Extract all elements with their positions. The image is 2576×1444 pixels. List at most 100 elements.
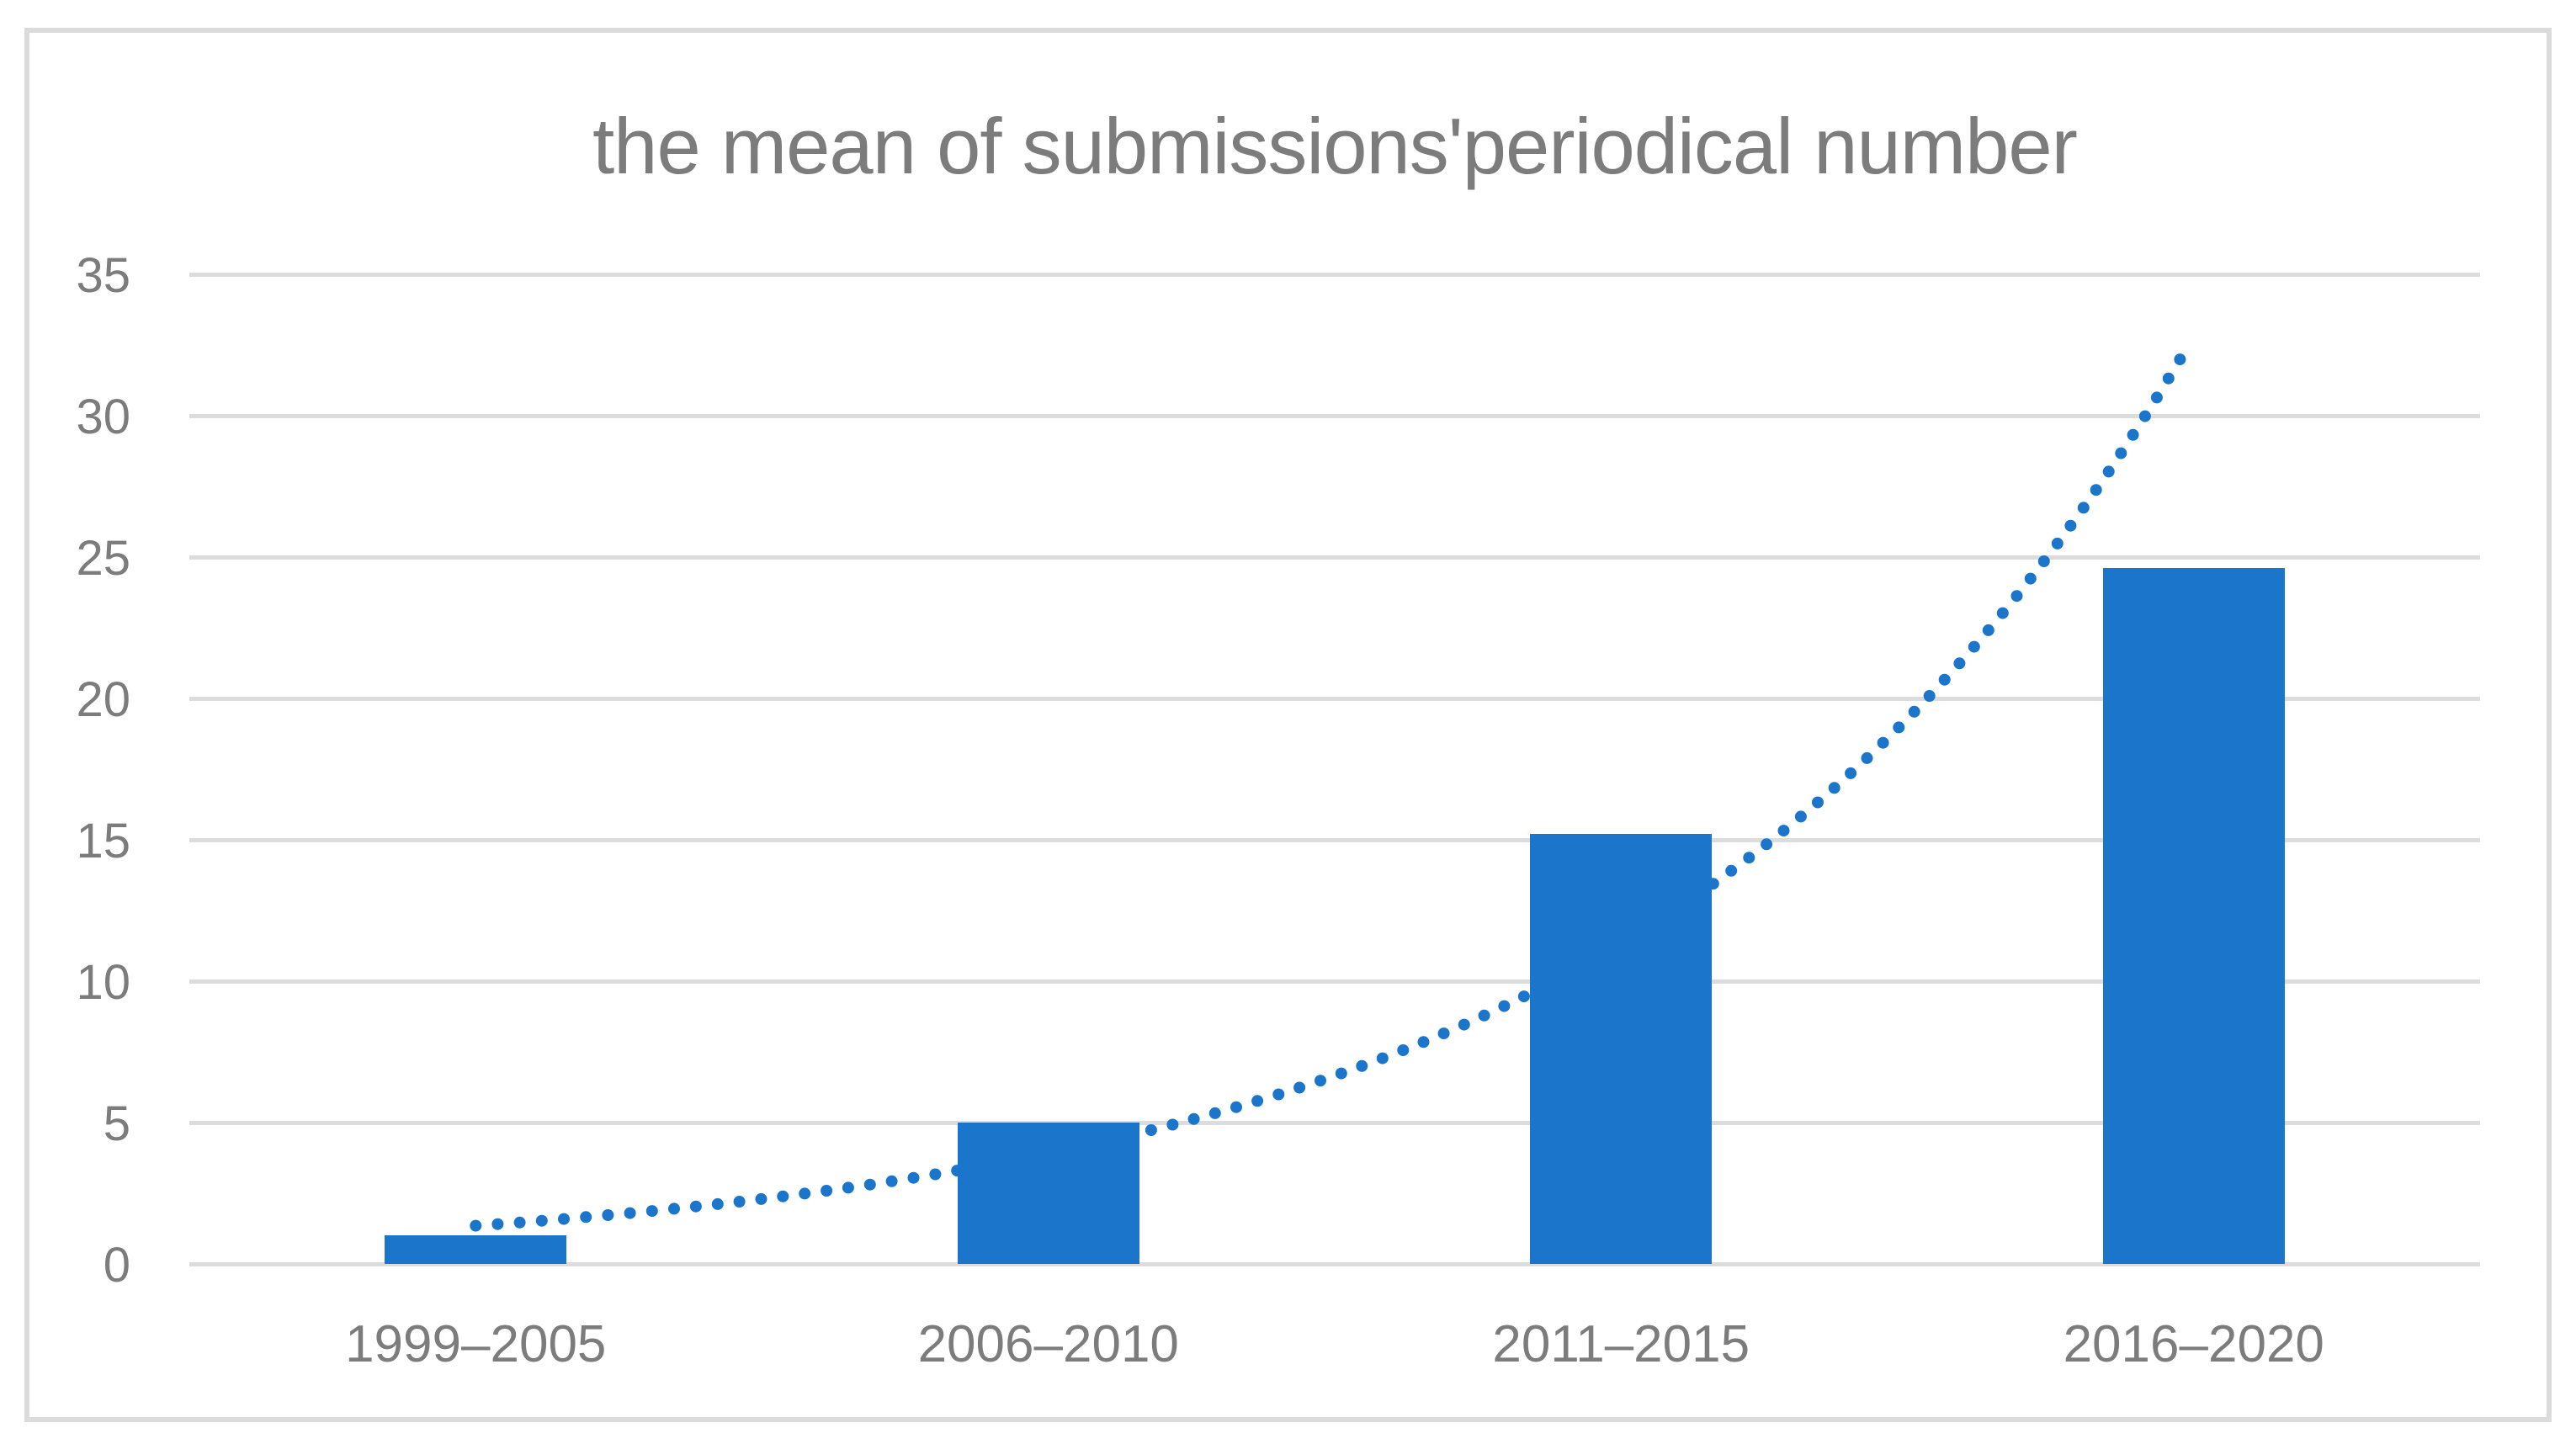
trendline-dot xyxy=(755,1192,767,1205)
trendline-dot xyxy=(1335,1067,1347,1080)
trendline-dot xyxy=(1538,980,1550,993)
y-axis-tick-label: 35 xyxy=(76,248,130,303)
trendline-dot xyxy=(1123,1129,1136,1142)
trendline-dot xyxy=(1187,1112,1200,1125)
trendline-dot xyxy=(1923,690,1936,702)
trendline-dot xyxy=(2077,502,2090,514)
trendline-dot xyxy=(1652,915,1665,927)
trendline-dot xyxy=(1689,890,1702,903)
trendline-dot xyxy=(1633,926,1646,938)
trendline-dot xyxy=(799,1187,811,1200)
trendline-dot xyxy=(2064,519,2077,532)
trendline-dot xyxy=(668,1202,680,1215)
trendline-dot xyxy=(491,1218,504,1230)
x-axis-category-label: 1999–2005 xyxy=(345,1315,607,1373)
trendline-dot xyxy=(1437,1027,1450,1040)
trendline-dot xyxy=(1812,796,1824,809)
y-axis-tick-label: 0 xyxy=(103,1238,130,1293)
trendline-dot xyxy=(2150,391,2163,404)
x-axis-category-label: 2016–2020 xyxy=(2063,1315,2324,1373)
trendline-dot xyxy=(580,1211,592,1224)
y-axis-tick-label: 5 xyxy=(103,1096,130,1151)
trendline-dot xyxy=(1743,852,1755,864)
trendline-dot xyxy=(2115,447,2127,459)
trendline-dot xyxy=(1356,1059,1368,1072)
gridline xyxy=(189,414,2480,418)
trendline-dot xyxy=(1670,902,1683,915)
trendline-dot xyxy=(1996,607,2009,619)
chart-title: the mean of submissions'periodical numbe… xyxy=(592,102,2078,190)
trendline-dot xyxy=(1230,1101,1242,1113)
trendline-dot xyxy=(2102,465,2115,478)
trendline-dot xyxy=(1478,1009,1490,1022)
trendline-dot xyxy=(907,1171,920,1184)
trendline-dot xyxy=(1828,782,1840,794)
trendline-dot xyxy=(1417,1036,1430,1048)
trendline-dot xyxy=(513,1216,526,1229)
x-axis-category-label: 2011–2015 xyxy=(1492,1315,1750,1373)
trendline-dot xyxy=(1761,838,1773,851)
trendline-dot xyxy=(1038,1148,1050,1160)
trendline-dot xyxy=(2174,353,2186,366)
trendline-dot xyxy=(1293,1081,1306,1094)
trendline-dot xyxy=(624,1207,636,1219)
trendline-dot xyxy=(1908,705,1920,718)
trendline-dot xyxy=(733,1196,746,1208)
gridline xyxy=(189,1121,2480,1125)
trendline-dot xyxy=(1208,1107,1221,1119)
x-axis-category-label: 2006–2010 xyxy=(917,1315,1179,1373)
gridline xyxy=(189,555,2480,560)
trendline-dot xyxy=(1576,959,1589,972)
gridline xyxy=(189,1262,2480,1266)
trendline-dot xyxy=(1251,1095,1264,1107)
trendline-dot xyxy=(1517,990,1530,1003)
trendline-dot xyxy=(2051,537,2063,549)
trendline-dot xyxy=(1166,1118,1179,1131)
trendline-dot xyxy=(2024,572,2037,585)
trendline-dot xyxy=(1953,657,1966,670)
trendline-dot xyxy=(2127,428,2139,441)
trendline-dot xyxy=(1725,864,1738,877)
trendline-dot xyxy=(1982,624,1994,636)
trendline-dot xyxy=(711,1197,724,1210)
trendline-dot xyxy=(535,1214,548,1227)
trendline-dot xyxy=(1315,1075,1326,1087)
trendline-dot xyxy=(1877,736,1889,749)
trendline-dot xyxy=(973,1160,985,1173)
trendline-dot xyxy=(821,1185,833,1197)
trendline-dot xyxy=(1272,1088,1285,1101)
trendline-dot xyxy=(1059,1144,1071,1156)
trendline-dot xyxy=(1376,1052,1389,1064)
y-axis-tick-label: 20 xyxy=(76,672,130,727)
trendline-dot xyxy=(1845,767,1857,779)
trendline-dot xyxy=(602,1209,614,1221)
trendline-dot xyxy=(842,1181,854,1194)
trendline-dot xyxy=(689,1200,702,1213)
trendline-dot xyxy=(994,1156,1006,1169)
trendline-dot xyxy=(1794,810,1807,823)
trendline-dot xyxy=(558,1213,570,1225)
gridline xyxy=(189,273,2480,277)
gridline xyxy=(189,979,2480,984)
trendline-dot xyxy=(2090,484,2102,496)
trendline-dot xyxy=(863,1178,876,1191)
trendline-dot xyxy=(885,1175,898,1187)
trendline-dot xyxy=(1893,721,1905,734)
gridline xyxy=(189,838,2480,842)
trendline-dot xyxy=(1458,1018,1470,1031)
trendline-dot xyxy=(645,1205,658,1218)
trendline-dot xyxy=(777,1190,789,1202)
trendline-dot xyxy=(1498,1000,1511,1012)
trendline-dot xyxy=(2037,555,2050,567)
trendline-dot xyxy=(1968,640,1980,653)
trendline-dot xyxy=(1016,1152,1028,1165)
trendline-dot xyxy=(1102,1134,1114,1147)
bar-1999-2005 xyxy=(385,1235,567,1264)
trendline-dot xyxy=(2162,372,2175,385)
trendline-dot xyxy=(2010,590,2023,603)
y-axis-tick-label: 25 xyxy=(76,531,130,586)
trendline-dot xyxy=(1614,937,1627,950)
y-axis-tick-label: 30 xyxy=(76,390,130,444)
